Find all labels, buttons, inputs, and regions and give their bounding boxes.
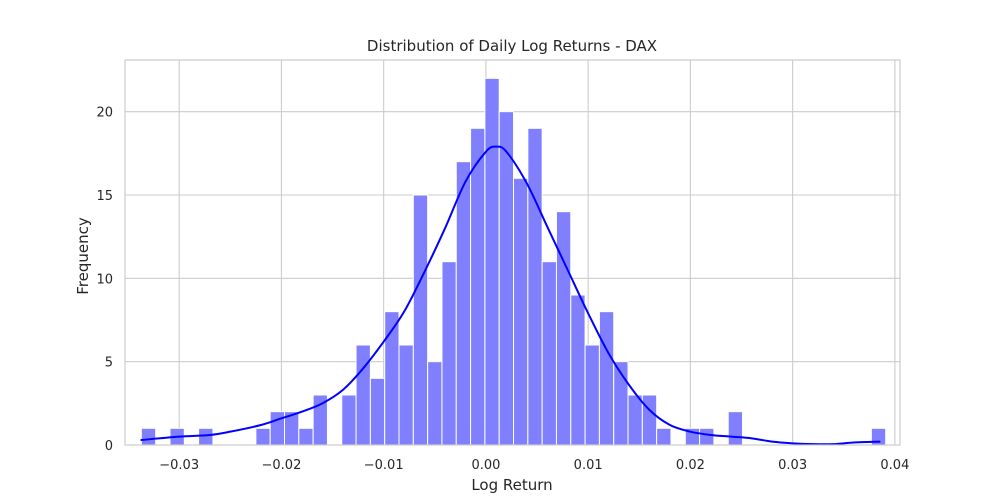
histogram-bar bbox=[484, 77, 500, 446]
y-tick-label: 0 bbox=[105, 439, 113, 454]
histogram-bar bbox=[727, 411, 744, 446]
histogram-bar bbox=[369, 377, 386, 446]
histogram-bar bbox=[455, 161, 472, 446]
x-tick-label: −0.01 bbox=[364, 458, 404, 473]
histogram-bar bbox=[355, 344, 371, 446]
histogram-bar bbox=[527, 127, 543, 446]
x-axis-ticks: −0.03 −0.02 −0.01 0.00 0.01 0.02 0.03 0.04 bbox=[159, 458, 909, 473]
histogram-bar bbox=[498, 111, 515, 446]
histogram-bar bbox=[441, 261, 457, 446]
histogram-bar bbox=[513, 177, 529, 446]
chart-title: Distribution of Daily Log Returns - DAX bbox=[367, 37, 657, 55]
histogram-bar bbox=[198, 427, 214, 446]
x-tick-label: 0.04 bbox=[880, 458, 909, 473]
histogram-bar bbox=[627, 394, 643, 446]
kde-curve-group bbox=[140, 145, 881, 446]
histogram-bar bbox=[598, 311, 615, 446]
histogram-bar bbox=[584, 344, 600, 446]
y-axis-ticks: 0 5 10 15 20 bbox=[96, 106, 113, 454]
x-tick-label: −0.03 bbox=[159, 458, 199, 473]
kde-curve bbox=[140, 145, 881, 446]
histogram-bar bbox=[427, 361, 443, 446]
y-tick-label: 15 bbox=[96, 189, 113, 204]
histogram-bar bbox=[555, 211, 572, 446]
x-axis-label: Log Return bbox=[471, 476, 552, 494]
y-tick-label: 5 bbox=[105, 356, 113, 371]
y-tick-label: 10 bbox=[96, 272, 113, 287]
histogram-bar bbox=[656, 427, 672, 446]
x-tick-label: 0.02 bbox=[676, 458, 705, 473]
histogram-bar bbox=[255, 427, 271, 446]
histogram-bar bbox=[341, 394, 357, 446]
histogram-bar bbox=[470, 127, 486, 446]
x-tick-label: −0.02 bbox=[262, 458, 302, 473]
histogram-bar bbox=[398, 344, 414, 446]
y-tick-label: 20 bbox=[96, 106, 113, 121]
x-tick-label: 0.00 bbox=[471, 458, 500, 473]
histogram-bar bbox=[298, 427, 314, 446]
y-axis-label: Frequency bbox=[74, 217, 92, 295]
plot-area-frame bbox=[124, 59, 901, 446]
histogram-bar bbox=[412, 194, 429, 446]
histogram-bar bbox=[570, 294, 586, 446]
histogram-bar bbox=[541, 261, 557, 446]
x-tick-label: 0.03 bbox=[778, 458, 807, 473]
histogram-bar bbox=[641, 394, 658, 446]
histogram-bar bbox=[269, 411, 285, 446]
histogram-bar bbox=[140, 427, 157, 446]
x-tick-label: 0.01 bbox=[574, 458, 603, 473]
histogram-bar bbox=[699, 427, 715, 446]
